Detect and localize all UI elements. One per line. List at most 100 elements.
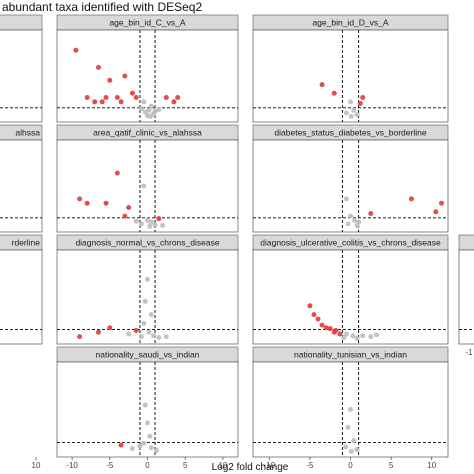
facet-panel: rderline (0, 234, 43, 345)
non-significant-point (152, 222, 158, 228)
non-significant-point (354, 112, 360, 118)
facet-strip (458, 234, 474, 251)
x-tick-label: 10 (32, 461, 41, 470)
non-significant-point (129, 446, 135, 452)
facet-strip (0, 14, 43, 31)
significant-point (77, 334, 83, 340)
non-significant-point (156, 107, 162, 113)
non-significant-point (374, 332, 379, 338)
facet-label: age_bin_id_D_vs_A (312, 18, 388, 28)
non-significant-point (156, 334, 162, 340)
panel-frame (0, 29, 43, 123)
facet-panels: age_bin_id_C_vs_A age_bin_id_D_vs_Aalhssa… (0, 14, 474, 458)
non-significant-point (341, 334, 347, 340)
significant-point (156, 216, 162, 222)
significant-point (331, 90, 337, 96)
non-significant-point (343, 331, 349, 337)
non-significant-point (141, 183, 147, 189)
x-tick-label: -1 (465, 348, 473, 357)
significant-point (107, 77, 113, 83)
significant-point (118, 99, 124, 105)
x-axis-title: Log2 fold change (212, 462, 289, 473)
significant-point (133, 95, 139, 100)
facet-panel: age_bin_id_D_vs_A (252, 14, 449, 123)
chart-title: abundant taxa identified with DESeq2 (2, 0, 202, 14)
significant-point (107, 325, 113, 331)
non-significant-point (146, 329, 152, 335)
panel-frame (0, 139, 43, 233)
significant-point (307, 303, 313, 309)
significant-point (175, 95, 181, 100)
significant-point (114, 95, 120, 100)
non-significant-point (151, 333, 157, 339)
panel-frame (458, 249, 474, 345)
x-axis-ticks: -10 -5 0 5 10 -10 -5 0 5 10 10 -1 (32, 348, 474, 470)
non-significant-point (148, 103, 154, 109)
significant-point (77, 196, 83, 202)
non-significant-point (138, 334, 144, 340)
significant-point (408, 196, 414, 202)
non-significant-point (352, 217, 358, 223)
non-significant-point (163, 334, 169, 340)
non-significant-point (145, 217, 150, 223)
significant-point (323, 325, 329, 331)
significant-point (129, 90, 135, 96)
x-tick-label: 10 (218, 461, 227, 470)
significant-point (311, 312, 317, 318)
significant-point (331, 329, 337, 335)
non-significant-point (141, 320, 147, 326)
significant-point (103, 95, 109, 100)
non-significant-point (348, 407, 353, 412)
significant-point (118, 442, 124, 448)
panel-frame (252, 29, 449, 123)
non-significant-point (152, 108, 158, 114)
facet-panel: nationality_saudi_vs_indian (56, 346, 239, 458)
x-tick-label: -10 (263, 461, 275, 470)
x-tick-label: 0 (145, 461, 150, 470)
significant-point (122, 73, 128, 79)
facet-label: rderline (12, 238, 41, 248)
significant-point (327, 326, 333, 332)
non-significant-point (126, 331, 132, 337)
facet-panel: age_bin_id_C_vs_A (56, 14, 239, 123)
non-significant-point (368, 334, 374, 340)
panel-frame (252, 249, 449, 345)
x-tick-label: 5 (389, 461, 394, 470)
non-significant-point (148, 113, 154, 119)
panel-frame (0, 249, 43, 345)
facet-panel: nationality_tunisian_vs_indian (252, 346, 449, 458)
significant-point (114, 170, 120, 176)
non-significant-point (348, 113, 354, 119)
non-significant-point (148, 312, 154, 318)
non-significant-point (142, 402, 148, 408)
facet-panel: area_qatif_clinic_vs_alahssa (56, 124, 239, 233)
x-tick-label: -10 (66, 461, 78, 470)
significant-point (73, 47, 79, 53)
significant-point (92, 99, 98, 105)
facet-label: diabetes_status_diabetes_vs_borderline (274, 128, 426, 138)
significant-point (84, 95, 90, 100)
x-tick-label: -5 (106, 461, 114, 470)
significant-point (433, 209, 439, 215)
non-significant-point (351, 438, 357, 444)
significant-point (368, 211, 374, 217)
significant-point (122, 213, 128, 219)
non-significant-point (141, 99, 147, 105)
non-significant-point (138, 106, 144, 112)
non-significant-point (147, 433, 153, 439)
non-significant-point (154, 447, 160, 453)
significant-point (337, 331, 343, 337)
significant-point (319, 322, 325, 328)
panel-frame (56, 29, 239, 123)
significant-point (357, 101, 363, 107)
non-significant-point (356, 219, 362, 225)
facet-panel: alhssa (0, 124, 43, 233)
non-significant-point (348, 448, 354, 454)
non-significant-point (145, 420, 150, 426)
non-significant-point (142, 298, 148, 304)
non-significant-point (160, 223, 166, 229)
non-significant-point (138, 221, 144, 227)
panel-frame (56, 361, 239, 458)
x-tick-label: 5 (183, 461, 188, 470)
non-significant-point (147, 223, 153, 229)
